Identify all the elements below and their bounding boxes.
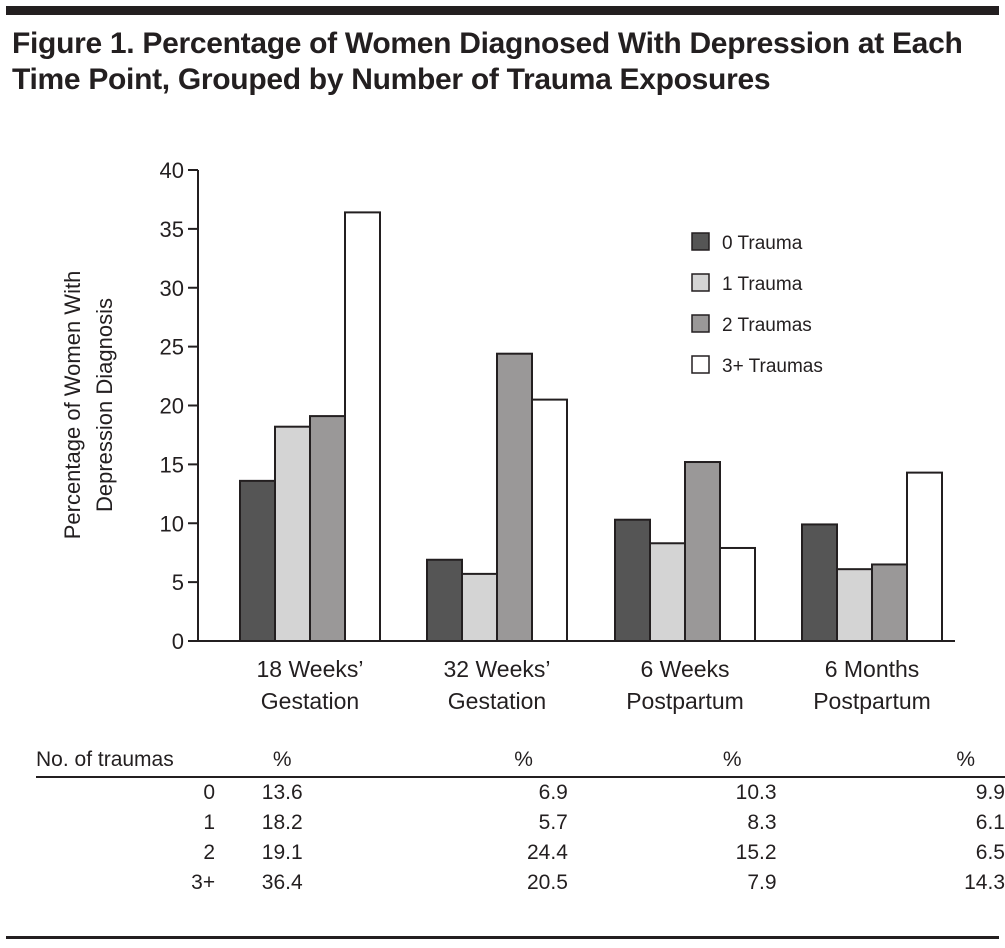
bar [684,461,721,642]
y-tick-label: 40 [160,158,184,183]
y-tick-label: 10 [160,511,184,536]
y-tick-label: 35 [160,217,184,242]
y-axis-title-line: Percentage of Women With [60,271,85,540]
y-tick-label: 30 [160,276,184,301]
table-row: 1 18.2 5.7 8.3 6.1 [36,808,1005,838]
table-row: 0 13.6 6.9 10.3 9.9 [36,777,1005,808]
table-cell: 5.7 [538,811,568,834]
table-cell: 6.9 [538,781,568,804]
bar [719,546,756,642]
legend-item: 3+ Traumas [691,355,823,377]
bar [836,568,873,642]
bar [426,558,463,642]
bar-group [801,471,943,643]
table-cell: 6.5 [975,841,1005,864]
data-table: No. of traumas % % % % 0 13.6 6.9 10.3 9… [36,744,1005,898]
bar [344,211,381,642]
bar [649,542,686,643]
table-header-cell: % [272,748,292,771]
y-axis-title: Percentage of Women With Depression Diagn… [60,271,117,540]
y-tick-label: 25 [160,335,184,360]
table-cell: 3+ [191,871,216,894]
table-cell: 9.9 [975,781,1005,804]
bar [614,518,651,643]
bar [239,479,276,642]
legend-swatch [691,273,710,292]
table-cell: 20.5 [527,871,568,894]
table-cell: 8.3 [747,811,777,834]
x-tick-label: 6 Months Postpartum [813,656,931,714]
bar-group [426,352,568,643]
bars [239,211,943,643]
table-cell: 15.2 [735,841,777,864]
table-cell: 13.6 [261,781,303,804]
table-cell: 10.3 [735,781,777,804]
table-cell: 19.1 [261,841,303,864]
top-rule [6,6,999,15]
bar [309,415,346,642]
bar [531,398,568,642]
table-cell: 36.4 [261,871,303,894]
bar [274,425,311,642]
bar [801,523,838,642]
legend-swatch [691,314,710,333]
table-cell: 7.9 [747,871,777,894]
table-cell: 6.1 [975,811,1005,834]
table-row: 3+ 36.4 20.5 7.9 14.3 [36,868,1005,898]
bar-group [614,461,756,643]
table-cell: 18.2 [261,811,303,834]
legend-label: 0 Trauma [722,233,803,254]
y-axis-title-line: Depression Diagnosis [92,298,117,512]
legend-label: 3+ Traumas [722,356,823,377]
bottom-rule [6,936,999,939]
table-cell: 0 [203,781,216,804]
table-header-cell: % [514,748,533,771]
table-cell: 14.3 [964,871,1005,894]
table-cell: 24.4 [527,841,568,864]
bar-group [239,211,381,642]
x-axis: 18 Weeks’ Gestation 32 Weeks’ Gestation 6 We… [188,640,955,714]
table-header-cell: % [956,748,975,771]
y-tick-label: 5 [172,570,184,595]
y-tick-label: 20 [160,394,184,419]
legend-item: 1 Trauma [691,273,803,295]
table-cell: 1 [203,811,216,834]
legend: 0 Trauma 1 Trauma 2 Traumas 3+ Traumas [691,232,823,377]
figure-title: Figure 1. Percentage of Women Diagnosed … [12,27,963,96]
y-axis: 0 5 10 15 20 25 30 35 40 [160,158,199,654]
x-tick-label: 6 Weeks Postpartum [626,656,744,714]
legend-swatch [691,232,710,251]
table-header-cell: % [722,748,742,771]
table-header-cell: No. of traumas [36,748,174,771]
y-tick-label: 15 [160,452,184,477]
bar [496,352,533,642]
table-header-row: No. of traumas % % % % [36,744,1005,777]
table-row: 2 19.1 24.4 15.2 6.5 [36,838,1005,868]
x-tick-label: 32 Weeks’ Gestation [444,656,551,714]
bar-chart: Percentage of Women With Depression Diagn… [60,158,955,714]
x-tick-label: 18 Weeks’ Gestation [257,656,364,714]
legend-item: 2 Traumas [691,314,812,336]
legend-label: 2 Traumas [722,315,812,336]
legend-item: 0 Trauma [691,232,803,254]
bar [906,471,943,642]
legend-label: 1 Trauma [722,274,803,295]
y-tick-label: 0 [172,629,184,654]
legend-swatch [691,355,710,374]
bar [461,572,498,643]
bar [871,563,908,643]
table-cell: 2 [203,841,216,864]
